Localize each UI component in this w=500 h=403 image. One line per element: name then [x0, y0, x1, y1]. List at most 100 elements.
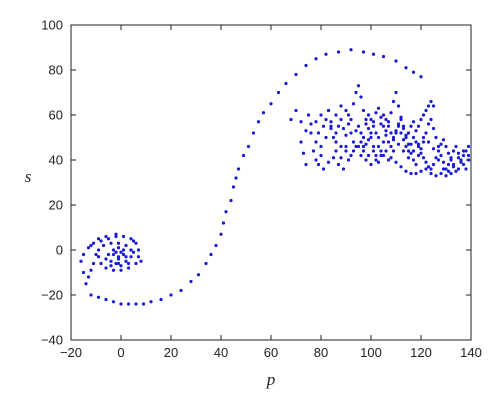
- data-point: [414, 129, 418, 133]
- data-point: [406, 156, 411, 160]
- data-point: [314, 57, 318, 61]
- data-point: [439, 171, 443, 176]
- data-point: [389, 156, 393, 160]
- data-point: [246, 144, 251, 149]
- data-point: [304, 129, 308, 133]
- data-point: [349, 48, 353, 52]
- y-tick-label: 20: [49, 198, 63, 213]
- data-point: [424, 131, 428, 135]
- x-tick-label: 80: [314, 345, 328, 360]
- data-point: [386, 158, 391, 162]
- x-tick-label: 60: [264, 345, 278, 360]
- data-point: [436, 144, 441, 149]
- data-point: [444, 144, 448, 149]
- data-point: [436, 149, 441, 153]
- data-point: [421, 156, 426, 160]
- data-point: [391, 149, 396, 153]
- data-point: [371, 124, 376, 128]
- data-point: [304, 63, 308, 68]
- data-point: [349, 153, 353, 158]
- data-point: [261, 111, 266, 115]
- data-point: [359, 131, 363, 135]
- data-point: [366, 153, 371, 158]
- data-point: [366, 113, 371, 117]
- data-point: [459, 158, 463, 162]
- data-point: [324, 52, 328, 56]
- data-point: [409, 142, 413, 146]
- data-point: [96, 295, 101, 299]
- data-point: [116, 261, 121, 266]
- data-point: [421, 113, 426, 117]
- data-point: [346, 122, 351, 126]
- data-point: [124, 259, 128, 263]
- data-point: [346, 113, 351, 117]
- data-point: [411, 135, 416, 140]
- data-point: [321, 167, 326, 171]
- y-axis-title: s: [25, 167, 32, 186]
- data-point: [339, 117, 343, 122]
- data-point: [361, 149, 366, 153]
- data-point: [241, 153, 246, 158]
- data-point: [396, 104, 401, 108]
- data-point: [209, 252, 213, 257]
- data-point: [466, 153, 471, 158]
- data-point: [344, 133, 348, 137]
- data-point: [399, 117, 403, 122]
- data-point: [354, 144, 358, 149]
- data-point: [344, 144, 348, 149]
- data-point: [319, 144, 323, 149]
- data-point: [349, 131, 353, 135]
- y-tick-label: 60: [49, 108, 63, 123]
- data-point: [221, 221, 226, 225]
- data-point: [361, 50, 366, 54]
- data-point: [391, 99, 396, 104]
- data-point: [391, 138, 396, 142]
- data-point: [351, 149, 356, 153]
- data-point: [124, 243, 128, 248]
- data-point: [414, 140, 418, 144]
- data-point: [434, 135, 438, 140]
- data-point: [426, 104, 431, 108]
- data-point: [104, 297, 108, 302]
- data-point: [104, 234, 108, 239]
- data-point: [339, 104, 343, 108]
- data-point: [461, 149, 466, 153]
- data-point: [381, 153, 386, 158]
- data-point: [446, 169, 451, 173]
- data-point: [109, 259, 113, 263]
- data-point: [399, 115, 403, 119]
- data-point: [119, 250, 123, 254]
- data-point: [424, 108, 428, 113]
- data-point: [121, 234, 126, 239]
- data-point: [224, 210, 228, 214]
- data-point: [396, 122, 401, 126]
- data-point: [419, 169, 423, 173]
- data-point: [256, 120, 261, 124]
- data-point: [269, 102, 273, 106]
- data-point: [306, 113, 311, 117]
- data-point: [404, 66, 408, 70]
- data-point: [139, 259, 143, 263]
- data-point: [431, 104, 436, 108]
- data-point: [436, 158, 441, 162]
- data-point: [126, 266, 131, 270]
- data-point: [464, 167, 468, 171]
- data-point: [309, 122, 313, 126]
- data-point: [204, 261, 208, 266]
- data-point: [299, 140, 303, 144]
- data-point: [376, 135, 381, 140]
- data-point: [106, 237, 111, 241]
- y-tick-label: 40: [49, 153, 63, 168]
- data-point: [111, 300, 116, 304]
- data-point: [451, 165, 456, 169]
- data-point: [354, 90, 358, 95]
- data-point: [406, 149, 411, 153]
- data-point: [401, 124, 406, 128]
- data-point: [234, 176, 238, 180]
- data-point: [314, 158, 318, 162]
- data-point: [416, 144, 421, 149]
- data-point: [416, 124, 421, 128]
- data-point: [329, 126, 333, 131]
- data-point: [134, 302, 138, 306]
